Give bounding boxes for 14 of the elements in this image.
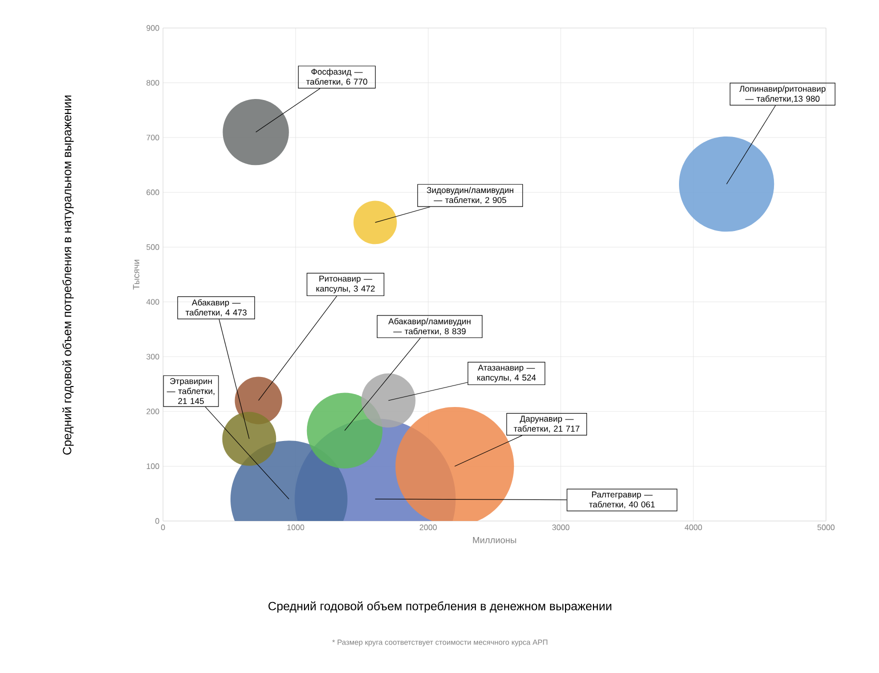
text: Средний годовой объем потребления в натуральном выражении — [62, 96, 74, 455]
annotation: Фосфазид — таблетки, 6 770 — [306, 68, 368, 86]
annotation: Лопинавир/ритонавир — таблетки,13 980 — [739, 86, 826, 103]
annotation: Атазанавир — капсулы, 4 524 — [477, 364, 536, 382]
annotation: Дарунавир — таблетки, 21 717 — [514, 416, 580, 433]
annotation: Абакавир — таблетки, 4 473 — [186, 299, 247, 316]
annotation: Этравирин — таблетки, 21 145 — [166, 378, 214, 404]
text: Средний годовой объем потребления в денежном выражении — [268, 601, 612, 613]
annotation: Абакавир/ламивудин — таблетки, 8 839 — [388, 318, 470, 336]
annotation: Ралтегравир — таблетки, 40 061 — [589, 492, 655, 508]
x-axis-title: Миллионы — [473, 537, 516, 544]
annotation: Ритонавир — капсулы, 3 472 — [316, 276, 375, 294]
annotation: Зидовудин/ламивудин — таблетки, 2 905 — [426, 186, 514, 204]
y-axis-title: Тысячи — [133, 260, 140, 290]
